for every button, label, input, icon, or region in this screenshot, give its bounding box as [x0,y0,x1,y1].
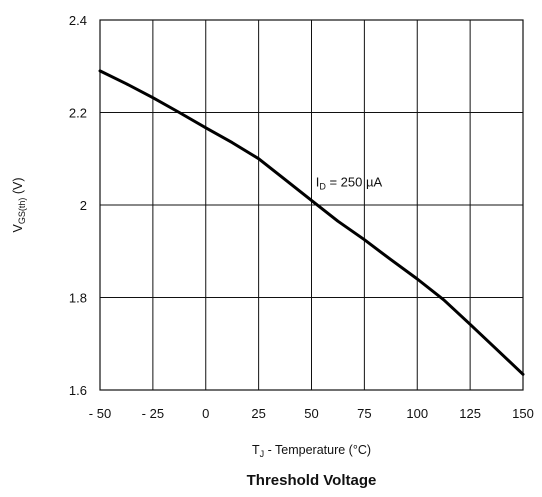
x-tick-label: 0 [202,406,209,421]
y-tick-labels: 1.6 1.8 2 2.2 2.4 [69,13,87,398]
y-tick-label: 2.2 [69,106,87,121]
chart-title: Threshold Voltage [247,472,377,489]
x-tick-label: 50 [304,406,318,421]
x-tick-label: 75 [357,406,371,421]
x-tick-label: - 25 [142,406,164,421]
x-tick-label: 100 [406,406,428,421]
x-axis-label-rest: - Temperature (°C) [264,443,371,457]
x-tick-label: 25 [251,406,265,421]
threshold-voltage-line [98,69,525,376]
x-axis-label-sub: J [260,449,265,459]
annotation-sub: D [319,182,326,192]
x-tick-labels: - 50 - 25 0 25 50 75 100 125 150 [89,406,534,421]
x-axis-label-main: T [252,443,260,457]
x-tick-label: 125 [459,406,481,421]
y-axis-label-rest: (V) [11,178,25,198]
annotation-rest: = 250 µA [326,175,383,190]
y-axis-label-sub: GS(th) [17,198,27,225]
current-annotation: ID = 250 µA [316,175,383,192]
plot-frame [99,19,524,391]
x-axis-label: TJ - Temperature (°C) [252,443,371,459]
y-tick-label: 1.8 [69,291,87,306]
y-tick-label: 2.4 [69,13,87,28]
annotation-main: I [316,175,320,190]
chart-series [98,69,525,376]
y-tick-label: 1.6 [69,383,87,398]
y-tick-label: 2 [80,198,87,213]
x-tick-label: 150 [512,406,534,421]
y-axis-label-main: V [11,224,25,233]
y-axis-label: VGS(th) (V) [11,178,27,233]
chart-grid [99,19,524,391]
x-tick-label: - 50 [89,406,111,421]
